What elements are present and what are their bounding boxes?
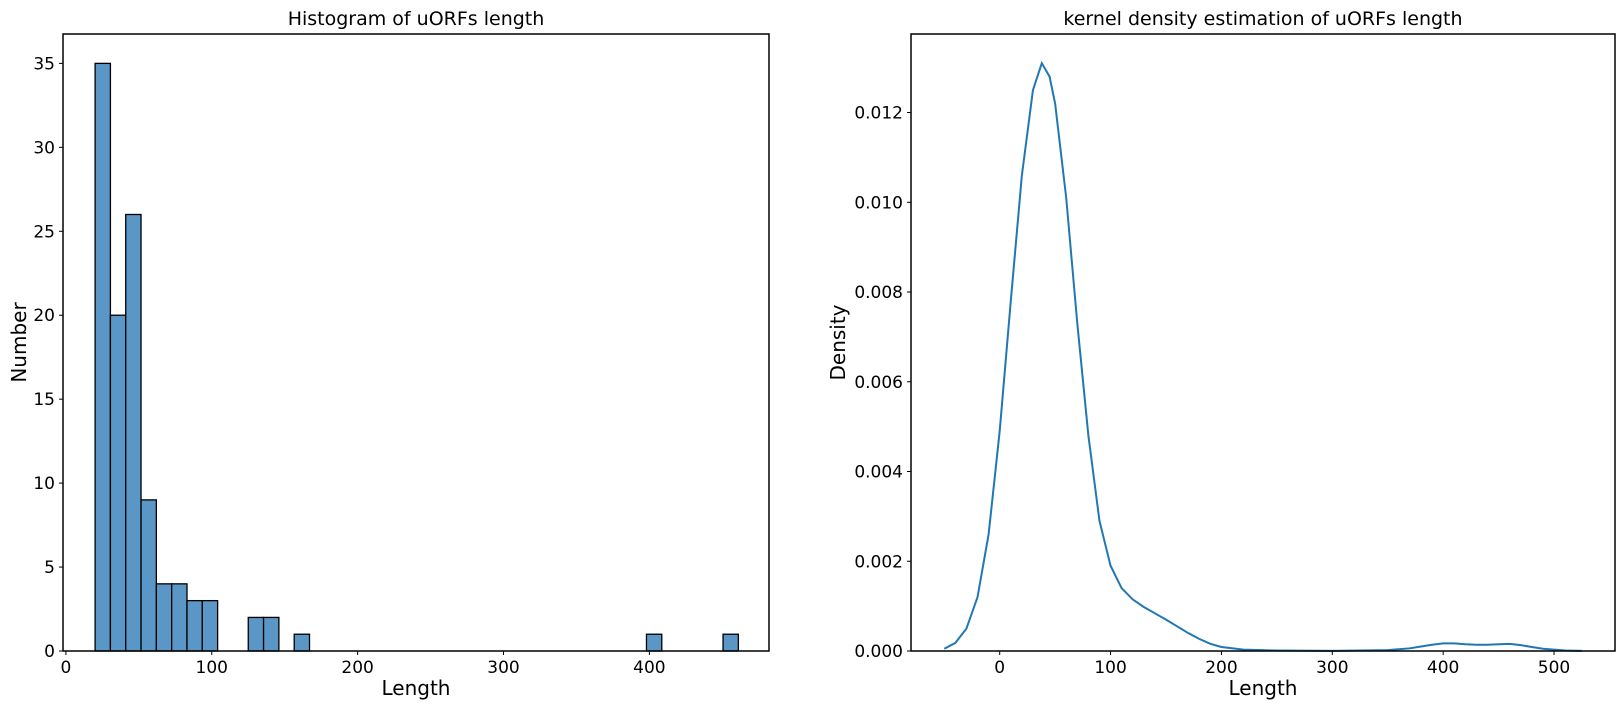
histogram-bar (125, 213, 142, 652)
y-tick-label: 35 (33, 54, 55, 74)
x-tick-label: 500 (1538, 658, 1570, 678)
y-tick-label: 10 (33, 474, 55, 494)
histogram-bar (171, 583, 188, 652)
x-tick-label: 400 (1427, 658, 1459, 678)
histogram-bar (722, 633, 740, 652)
plot-frame (62, 33, 770, 652)
x-tick-label: 200 (341, 658, 373, 678)
y-tick-label: 0.000 (854, 642, 903, 662)
y-tick-label: 0.004 (854, 463, 903, 483)
y-tick-label: 0 (44, 642, 55, 662)
x-tick-label: 0 (994, 658, 1005, 678)
kde-curve (943, 60, 1582, 652)
y-tick-label: 0.008 (854, 283, 903, 303)
x-tick-label: 200 (1205, 658, 1237, 678)
chart-title: Histogram of uORFs length (288, 8, 545, 30)
histogram-bar (293, 633, 311, 652)
y-axis-label: Density (826, 304, 850, 380)
histogram-bar (94, 62, 112, 652)
histogram-panel: Histogram of uORFs length 0 100 200 300 400 0 5… (7, 8, 770, 700)
histogram-bar (247, 616, 265, 652)
x-axis-label: Length (1229, 676, 1298, 700)
histogram-bar (262, 616, 280, 652)
y-tick-label: 0.002 (854, 552, 903, 572)
y-tick-label: 15 (33, 390, 55, 410)
y-tick-label: 0.006 (854, 373, 903, 393)
kde-panel: kernel density estimation of uORFs lengt… (826, 8, 1616, 700)
y-tick-label: 30 (33, 138, 55, 158)
x-axis-label: Length (382, 676, 451, 700)
x-tick-label: 300 (487, 658, 519, 678)
histogram-bar (201, 599, 219, 652)
y-tick-label: 20 (33, 306, 55, 326)
chart-title: kernel density estimation of uORFs lengt… (1063, 8, 1462, 30)
y-tick-label: 0.012 (854, 104, 903, 124)
plot-frame (910, 33, 1616, 652)
histogram-bar (109, 314, 127, 652)
y-tick-label: 5 (44, 558, 55, 578)
x-tick-label: 100 (1094, 658, 1126, 678)
x-tick-label: 100 (196, 658, 228, 678)
x-tick-label: 400 (633, 658, 665, 678)
x-tick-label: 0 (61, 658, 72, 678)
histogram-bar (155, 583, 173, 652)
histogram-bar (140, 499, 158, 652)
x-tick-label: 300 (1316, 658, 1348, 678)
histogram-bar (186, 599, 203, 652)
y-tick-label: 25 (33, 222, 55, 242)
y-tick-label: 0.010 (854, 193, 903, 213)
y-axis-label: Number (7, 302, 31, 383)
histogram-bar (645, 633, 663, 652)
